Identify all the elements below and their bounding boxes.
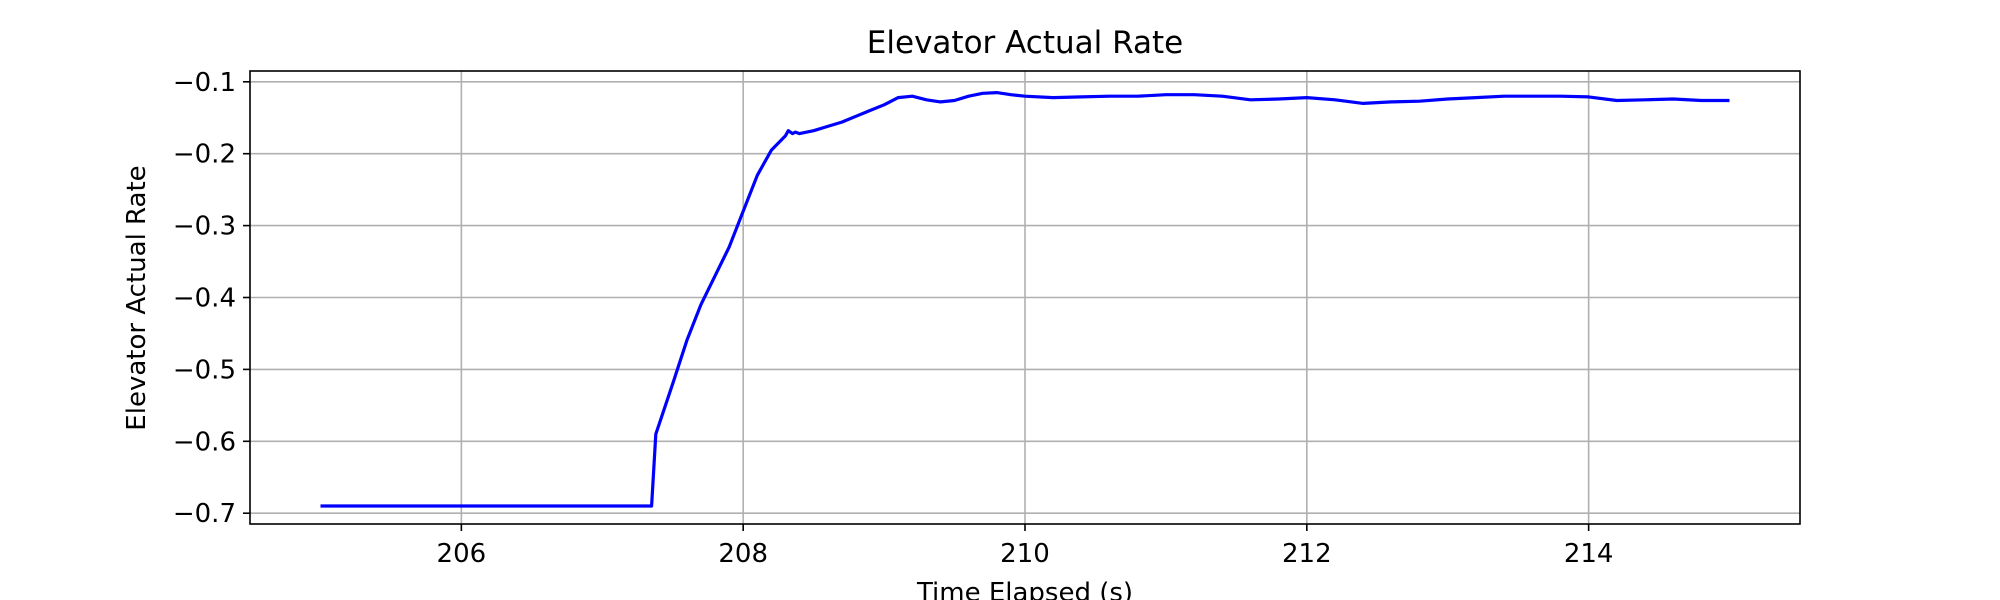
x-axis-title: Time Elapsed (s) [916,578,1133,600]
y-tick-label: −0.2 [173,140,236,170]
series-line [320,90,1730,508]
y-axis-title: Elevator Actual Rate [122,165,152,430]
x-axis: 206 208 210 212 214 [437,524,1614,569]
x-tick-label: 214 [1564,539,1614,569]
series-group [320,90,1730,508]
plot-area-frame [249,70,1801,525]
y-tick-label: −0.5 [173,355,236,385]
chart-title: Elevator Actual Rate [867,25,1183,61]
y-tick-label: −0.1 [173,68,236,98]
x-tick-label: 210 [1000,539,1050,569]
x-tick-label: 212 [1282,539,1332,569]
x-tick-label: 206 [437,539,487,569]
y-axis: −0.1 −0.2 −0.3 −0.4 −0.5 −0.6 −0.7 [173,68,250,529]
x-tick-label: 208 [718,539,768,569]
y-tick-label: −0.3 [173,212,236,242]
grid [250,71,1800,524]
y-tick-label: −0.7 [173,499,236,529]
y-tick-label: −0.6 [173,427,236,457]
y-tick-label: −0.4 [173,284,236,314]
